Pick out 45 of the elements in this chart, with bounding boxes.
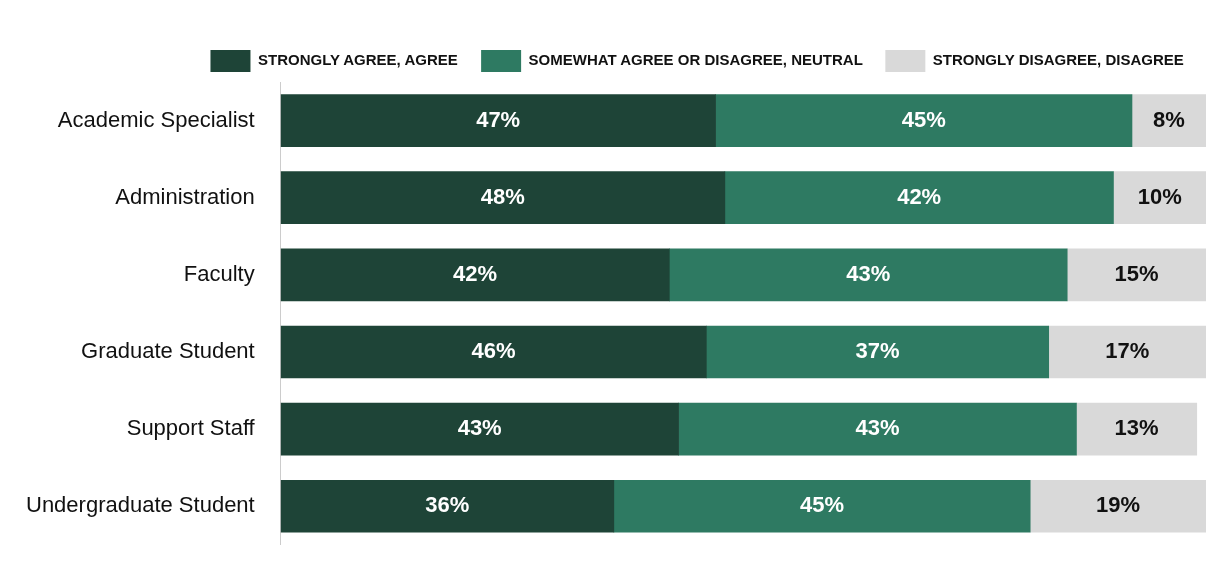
y-tick-label: Administration (115, 183, 255, 209)
bar (613, 479, 1031, 533)
data-label: 43% (457, 415, 502, 441)
bar (280, 94, 716, 147)
y-tick-label: Graduate Student (81, 338, 255, 364)
data-label: 19% (1096, 492, 1141, 518)
bar (1066, 248, 1206, 302)
y-tick-label: Support Staff (126, 415, 256, 441)
data-label: 10% (1137, 183, 1182, 209)
bar (706, 325, 1050, 379)
bar (280, 248, 670, 302)
data-label: 17% (1105, 338, 1150, 364)
data-label: 15% (1114, 260, 1159, 286)
bar (678, 402, 1077, 456)
bar (280, 479, 615, 533)
y-tick-label: Undergraduate Student (25, 492, 255, 518)
bar (669, 248, 1068, 302)
bar (280, 402, 679, 456)
legend-label: SOMEWHAT AGREE OR DISAGREE, NEUTRAL (528, 51, 863, 69)
legend-label: STRONGLY DISAGREE, DISAGREE (932, 51, 1184, 69)
data-label: 45% (901, 106, 946, 132)
bar (280, 325, 707, 379)
data-label: 43% (855, 415, 900, 441)
bar (1113, 171, 1206, 225)
data-label: 48% (480, 183, 525, 209)
bar (1131, 94, 1206, 147)
y-tick-label: Academic Specialist (57, 106, 255, 132)
data-label: 42% (897, 183, 942, 209)
bar (1048, 325, 1206, 379)
data-label: 8% (1153, 106, 1185, 132)
data-label: 46% (471, 338, 516, 364)
bar (724, 171, 1114, 225)
data-label: 42% (453, 260, 498, 286)
bar (715, 94, 1133, 147)
bar (1029, 479, 1206, 533)
data-label: 43% (846, 260, 891, 286)
y-tick-label: Faculty (183, 260, 255, 286)
data-label: 36% (425, 492, 470, 518)
data-label: 37% (855, 338, 900, 364)
data-label: 47% (476, 106, 521, 132)
data-label: 13% (1114, 415, 1159, 441)
bar (1076, 402, 1198, 456)
data-label: 45% (799, 492, 845, 518)
bar (280, 171, 726, 225)
legend-label: STRONGLY AGREE, AGREE (257, 51, 458, 69)
